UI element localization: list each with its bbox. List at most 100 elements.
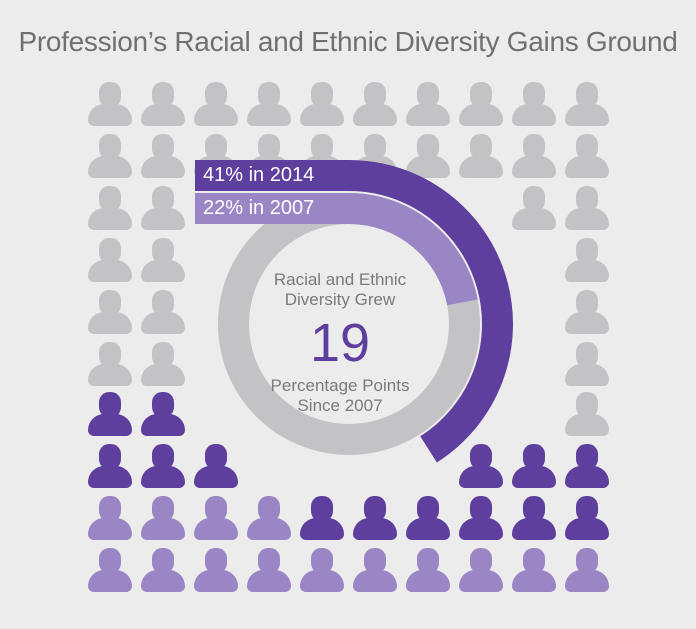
person-icon-grey (141, 342, 185, 386)
person-body (194, 518, 238, 540)
person-head (523, 548, 545, 574)
bar-2007: 22% in 2007 (195, 193, 350, 224)
person-head (99, 238, 121, 264)
person-icon-dark (194, 444, 238, 488)
person-body (565, 570, 609, 592)
person-head (576, 444, 598, 470)
person-head (152, 444, 174, 470)
person-body (512, 104, 556, 126)
person-head (470, 496, 492, 522)
person-body (194, 466, 238, 488)
person-head (152, 392, 174, 418)
person-body (353, 104, 397, 126)
person-head (470, 548, 492, 574)
person-head (205, 134, 227, 160)
person-head (417, 82, 439, 108)
person-head (311, 496, 333, 522)
person-body (141, 312, 185, 334)
person-icon-grey (459, 82, 503, 126)
person-head (523, 134, 545, 160)
person-head (576, 186, 598, 212)
person-icon-dark (565, 444, 609, 488)
person-head (99, 496, 121, 522)
person-icon-dark (353, 496, 397, 540)
person-body (300, 104, 344, 126)
person-head (523, 186, 545, 212)
person-head (258, 496, 280, 522)
person-icon-light (565, 548, 609, 592)
person-icon-dark (459, 444, 503, 488)
person-icon-grey (565, 392, 609, 436)
person-icon-dark (565, 496, 609, 540)
person-head (99, 392, 121, 418)
person-icon-grey (141, 82, 185, 126)
person-icon-dark (88, 444, 132, 488)
person-body (141, 104, 185, 126)
person-body (88, 312, 132, 334)
person-icon-light (512, 548, 556, 592)
arc-2014 (348, 160, 513, 463)
person-body (459, 518, 503, 540)
person-icon-light (141, 548, 185, 592)
person-head (364, 548, 386, 574)
person-body (300, 518, 344, 540)
person-head (205, 496, 227, 522)
person-icon-grey (141, 238, 185, 282)
person-head (99, 82, 121, 108)
person-icon-grey (300, 82, 344, 126)
person-icon-grey (88, 342, 132, 386)
person-icon-light (194, 496, 238, 540)
person-icon-light (194, 548, 238, 592)
person-icon-grey (459, 134, 503, 178)
person-body (88, 208, 132, 230)
person-body (565, 414, 609, 436)
person-body (300, 570, 344, 592)
person-icon-grey (88, 82, 132, 126)
center-line-1: Racial and Ethnic (273, 270, 407, 289)
person-icon-grey (88, 186, 132, 230)
person-icon-light (247, 496, 291, 540)
person-head (311, 134, 333, 160)
person-body (565, 208, 609, 230)
person-icon-grey (406, 82, 450, 126)
person-icon-dark (300, 496, 344, 540)
person-head (364, 496, 386, 522)
person-head (470, 134, 492, 160)
person-body (459, 156, 503, 178)
label-2007: 22% in 2007 (203, 197, 315, 219)
person-body (88, 570, 132, 592)
person-head (417, 496, 439, 522)
person-icon-grey (512, 82, 556, 126)
person-body (141, 260, 185, 282)
person-icon-grey (141, 186, 185, 230)
person-body (512, 518, 556, 540)
person-head (152, 548, 174, 574)
person-icon-dark (459, 496, 503, 540)
person-head (311, 82, 333, 108)
person-body (565, 260, 609, 282)
center-line-3: Percentage Points (270, 376, 410, 395)
center-line-4: Since 2007 (297, 396, 383, 415)
person-head (576, 134, 598, 160)
person-body (194, 570, 238, 592)
person-head (152, 342, 174, 368)
person-head (470, 82, 492, 108)
person-body (459, 104, 503, 126)
arc-2007 (348, 193, 478, 306)
person-icon-grey (88, 134, 132, 178)
person-head (152, 186, 174, 212)
person-head (152, 134, 174, 160)
person-head (99, 134, 121, 160)
person-body (141, 518, 185, 540)
person-body (88, 414, 132, 436)
person-icon-light (141, 496, 185, 540)
person-body (459, 570, 503, 592)
person-icon-dark (406, 496, 450, 540)
person-body (247, 104, 291, 126)
person-icon-light (459, 548, 503, 592)
person-body (194, 104, 238, 126)
person-body (88, 156, 132, 178)
bar-2014: 41% in 2014 (195, 160, 350, 191)
person-body (512, 570, 556, 592)
